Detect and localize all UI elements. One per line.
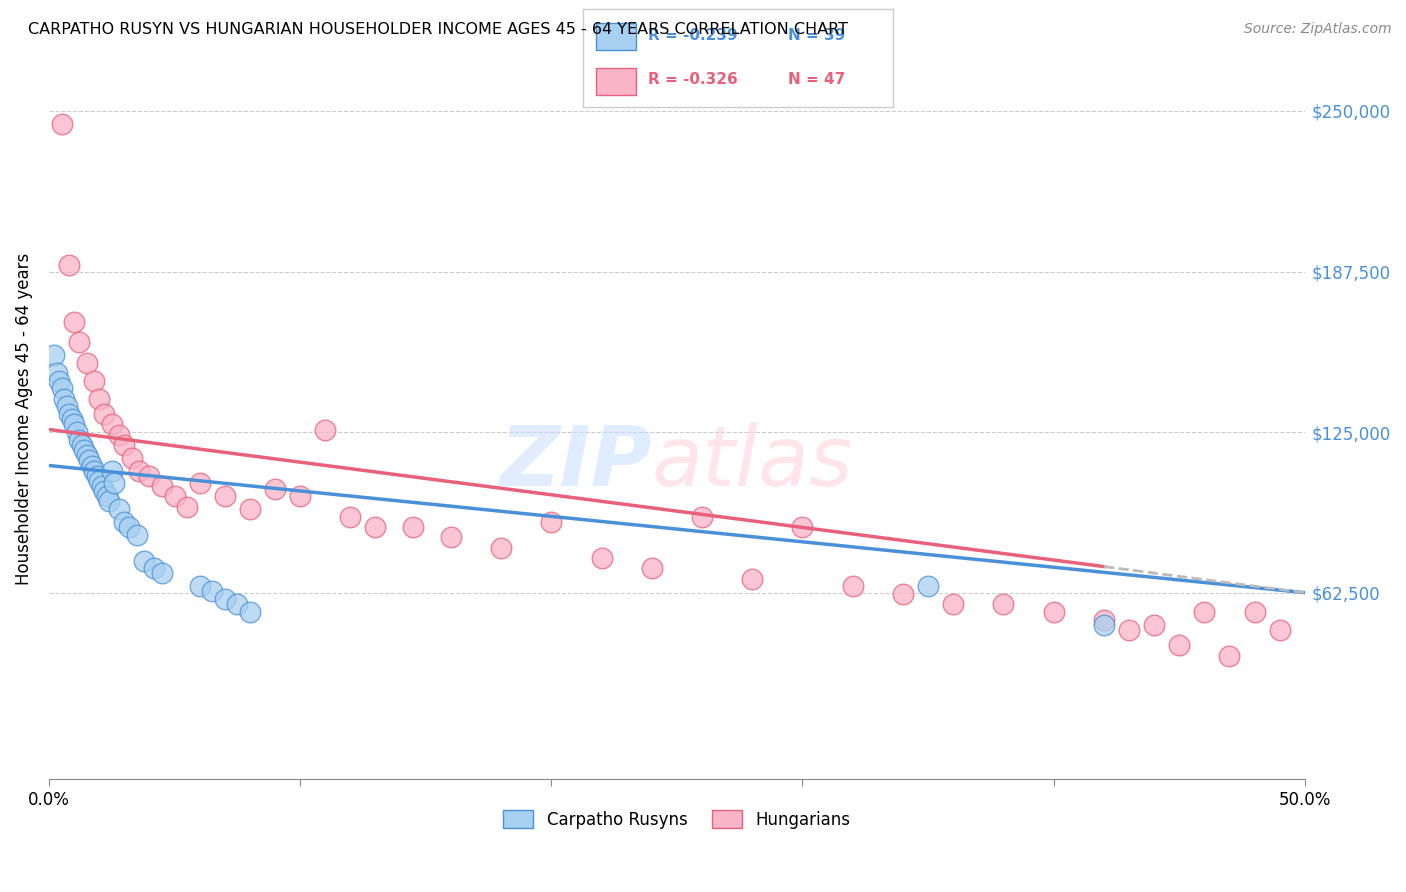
Point [138, 468, 160, 483]
Point [1143, 617, 1166, 632]
Point [89, 474, 111, 488]
Point [1168, 638, 1191, 652]
Point [103, 476, 125, 491]
Point [792, 520, 814, 534]
Point [90, 479, 112, 493]
Point [1268, 623, 1291, 637]
Point [83, 464, 105, 478]
Point [53, 392, 76, 406]
Point [402, 520, 425, 534]
Point [58, 258, 80, 272]
Point [51, 117, 73, 131]
Point [96, 489, 118, 503]
Point [45, 366, 67, 380]
Point [48, 374, 70, 388]
Point [89, 392, 111, 406]
Point [93, 407, 115, 421]
Point [188, 579, 211, 593]
Point [188, 476, 211, 491]
Point [942, 597, 965, 611]
Point [1218, 648, 1240, 663]
Point [993, 597, 1015, 611]
Point [1194, 605, 1216, 619]
Text: atlas: atlas [652, 422, 853, 503]
Point [741, 572, 763, 586]
Point [118, 520, 141, 534]
Point [55, 400, 77, 414]
Point [112, 438, 135, 452]
Point [98, 494, 121, 508]
Point [143, 561, 166, 575]
Point [917, 579, 939, 593]
Point [150, 566, 173, 581]
Point [125, 528, 148, 542]
Point [73, 443, 96, 458]
Text: R = -0.326: R = -0.326 [648, 72, 738, 87]
Point [51, 381, 73, 395]
Point [214, 592, 236, 607]
Point [108, 427, 131, 442]
Point [93, 484, 115, 499]
Point [1092, 613, 1115, 627]
Point [128, 464, 150, 478]
Point [264, 482, 287, 496]
Point [540, 515, 562, 529]
Text: ZIP: ZIP [499, 422, 652, 503]
Point [83, 374, 105, 388]
Point [1118, 623, 1140, 637]
Point [163, 489, 186, 503]
Point [214, 489, 236, 503]
Point [80, 458, 103, 473]
Text: CARPATHO RUSYN VS HUNGARIAN HOUSEHOLDER INCOME AGES 45 - 64 YEARS CORRELATION CH: CARPATHO RUSYN VS HUNGARIAN HOUSEHOLDER … [28, 22, 848, 37]
Point [591, 551, 613, 566]
Text: Source: ZipAtlas.com: Source: ZipAtlas.com [1244, 22, 1392, 37]
Point [314, 423, 336, 437]
Point [121, 450, 143, 465]
Point [76, 448, 98, 462]
Point [690, 509, 713, 524]
Text: N = 47: N = 47 [787, 72, 845, 87]
Point [100, 417, 122, 432]
Point [42, 348, 65, 362]
Text: R = -0.239: R = -0.239 [648, 28, 738, 43]
Point [891, 587, 914, 601]
Point [65, 425, 87, 439]
Point [1042, 605, 1064, 619]
Y-axis label: Householder Income Ages 45 - 64 years: Householder Income Ages 45 - 64 years [15, 253, 32, 585]
Point [70, 438, 93, 452]
Point [134, 553, 156, 567]
Point [112, 515, 135, 529]
Point [150, 479, 173, 493]
Point [364, 520, 387, 534]
Bar [596, 22, 636, 50]
Point [201, 584, 224, 599]
Point [63, 315, 86, 329]
Point [339, 509, 361, 524]
Point [67, 433, 90, 447]
Point [77, 453, 100, 467]
Point [1092, 617, 1115, 632]
Point [176, 500, 198, 514]
Point [76, 356, 98, 370]
Point [226, 597, 249, 611]
Text: N = 39: N = 39 [787, 28, 845, 43]
Point [489, 541, 512, 555]
Point [841, 579, 863, 593]
Point [67, 335, 90, 350]
Point [440, 531, 463, 545]
Point [63, 417, 86, 432]
Point [108, 502, 131, 516]
Legend: Carpatho Rusyns, Hungarians: Carpatho Rusyns, Hungarians [496, 804, 858, 835]
Point [288, 489, 311, 503]
Bar [596, 68, 636, 95]
Point [60, 412, 83, 426]
Point [58, 407, 80, 421]
Point [239, 502, 262, 516]
Point [1243, 605, 1265, 619]
Point [641, 561, 664, 575]
Point [100, 464, 122, 478]
Point [239, 605, 262, 619]
Point [86, 468, 108, 483]
